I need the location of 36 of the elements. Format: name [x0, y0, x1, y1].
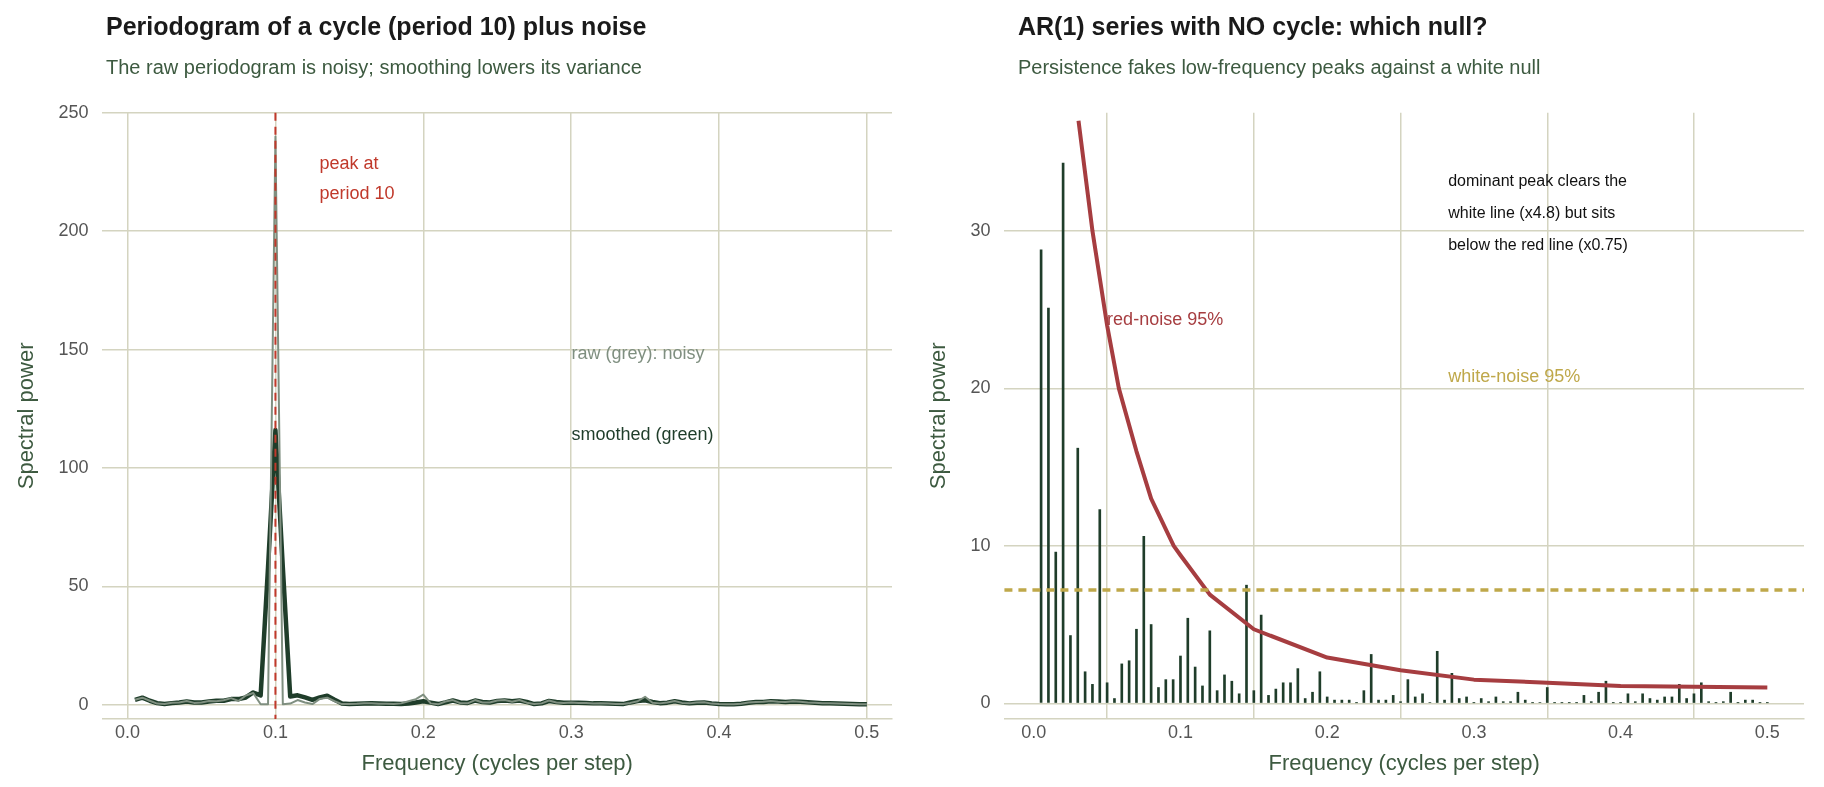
- annotation: red-noise 95%: [1107, 309, 1224, 330]
- y-tick-label: 10: [970, 534, 991, 555]
- annotation: smoothed (green): [571, 423, 714, 444]
- y-tick-label: 250: [58, 101, 89, 122]
- y-tick-label: 20: [970, 377, 991, 398]
- x-tick-label: 0.1: [1167, 721, 1193, 742]
- x-tick-label: 0.2: [410, 721, 436, 742]
- x-tick-label: 0.0: [1021, 721, 1047, 742]
- chart-subtitle: The raw periodogram is noisy; smoothing lowers its variance: [106, 56, 642, 79]
- y-axis-title: Spectral power: [925, 342, 951, 490]
- x-tick-label: 0.5: [1754, 721, 1780, 742]
- y-tick-label: 50: [68, 575, 89, 596]
- x-axis-title: Frequency (cycles per step): [1268, 749, 1540, 775]
- x-tick-label: 0.3: [1461, 721, 1487, 742]
- chart-title: Periodogram of a cycle (period 10) plus noise: [106, 12, 647, 41]
- chart-title: AR(1) series with NO cycle: which null?: [1018, 12, 1488, 41]
- y-tick-label: 150: [58, 338, 89, 359]
- x-tick-label: 0.0: [115, 721, 141, 742]
- y-tick-label: 30: [970, 219, 991, 240]
- x-tick-label: 0.1: [262, 721, 288, 742]
- x-tick-label: 0.4: [706, 721, 732, 742]
- y-tick-label: 0: [78, 693, 89, 714]
- y-axis-title: Spectral power: [13, 342, 39, 490]
- y-tick-label: 100: [58, 456, 89, 477]
- x-tick-label: 0.4: [1608, 721, 1634, 742]
- chart-subtitle: Persistence fakes low-frequency peaks against a white null: [1018, 56, 1541, 79]
- annotation: dominant peak clears the white line (x4.8) but sits below the red line (x0.75): [1447, 171, 1628, 253]
- annotation: raw (grey): noisy: [571, 342, 705, 363]
- y-tick-label: 0: [980, 692, 991, 713]
- ref-line-label: peak at period 10: [319, 152, 395, 203]
- x-tick-label: 0.5: [854, 721, 880, 742]
- ref-line-label: white-noise 95%: [1447, 365, 1581, 386]
- x-tick-label: 0.3: [558, 721, 584, 742]
- y-tick-label: 200: [58, 220, 89, 241]
- x-axis-title: Frequency (cycles per step): [361, 749, 633, 775]
- x-tick-label: 0.2: [1314, 721, 1340, 742]
